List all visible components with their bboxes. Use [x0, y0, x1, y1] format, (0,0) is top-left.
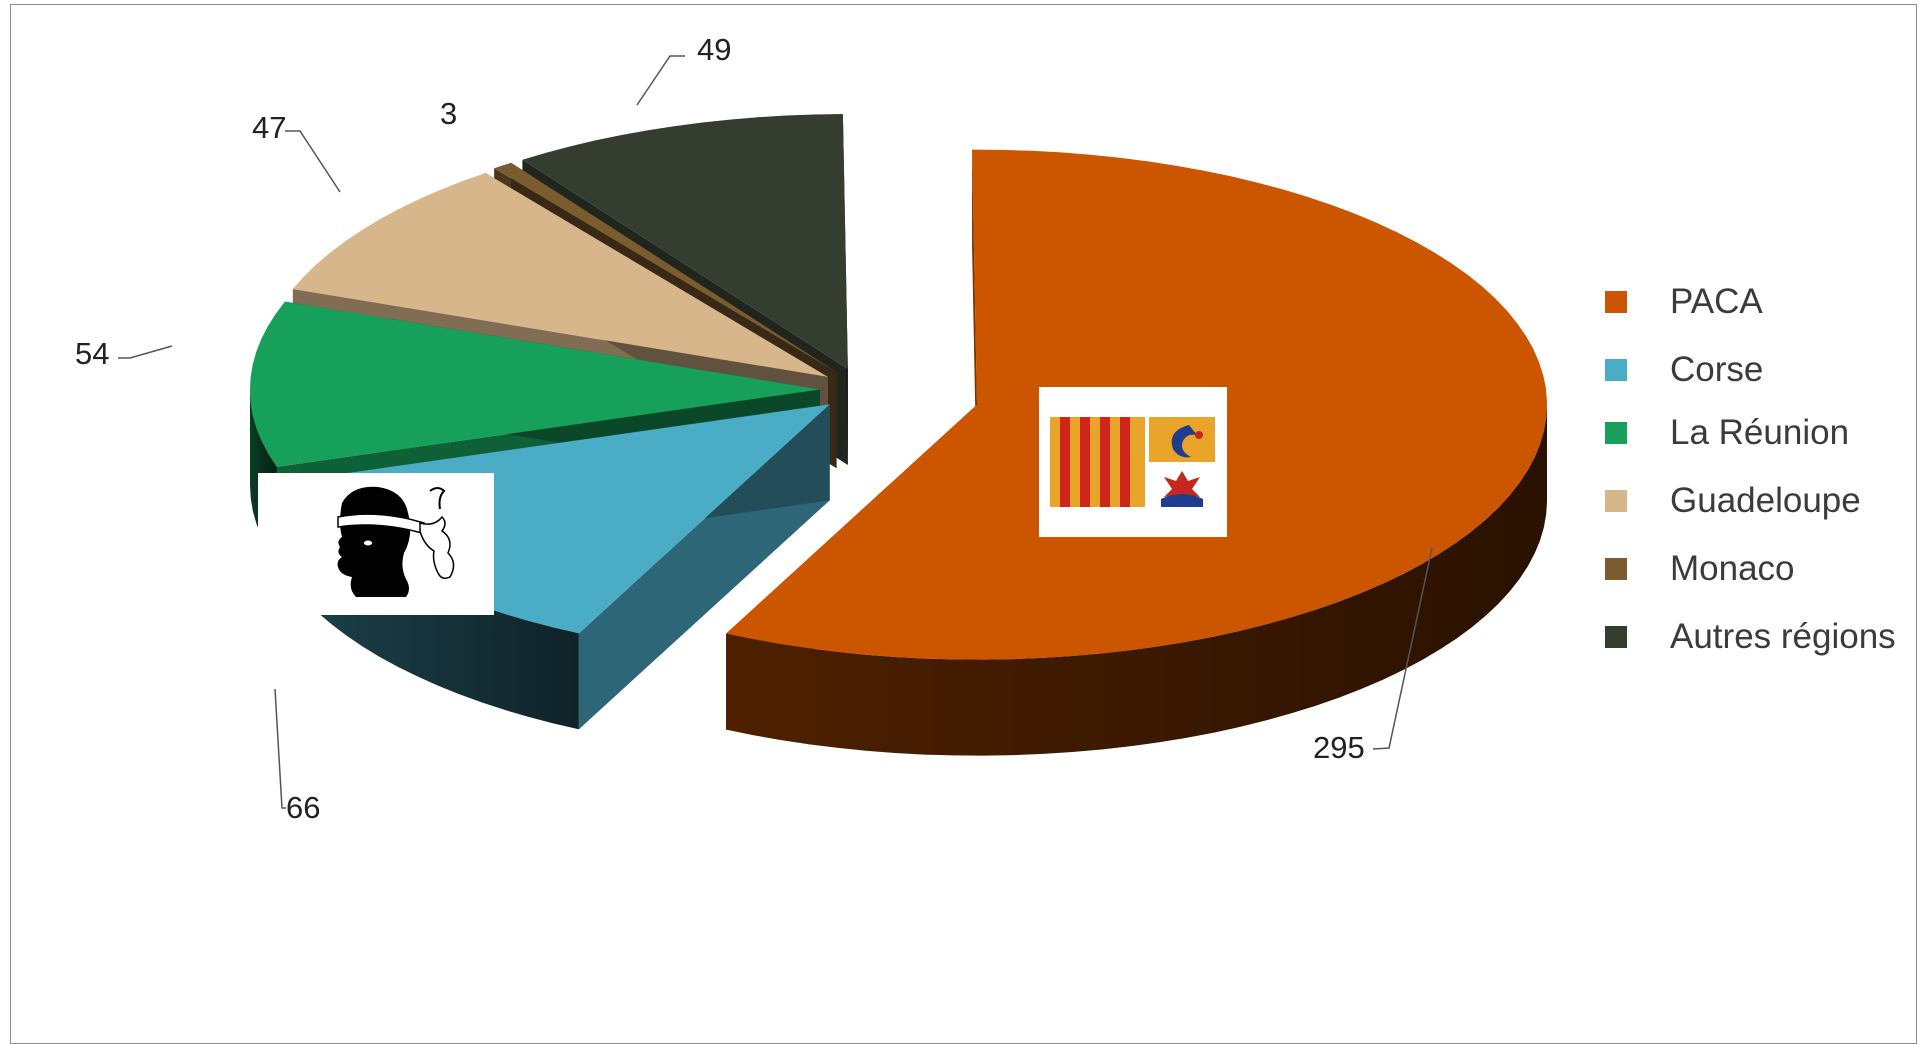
data-label-la-reunion: 54: [75, 336, 109, 371]
legend-swatch-la-reunion: [1605, 422, 1627, 444]
legend-swatch-autres-regions: [1605, 626, 1627, 648]
legend-item-monaco: Monaco: [1605, 549, 1795, 589]
leader-line-paca: [1372, 547, 1433, 750]
legend-label: PACA: [1670, 282, 1763, 321]
legend-label: Guadeloupe: [1670, 481, 1861, 520]
data-label-corse: 66: [286, 790, 320, 825]
leader-lines: [118, 55, 1433, 809]
slices-layer: [250, 114, 1547, 756]
data-label-guadeloupe: 47: [252, 110, 286, 145]
legend-item-autres-regions: Autres régions: [1605, 617, 1896, 657]
leader-line-la-reunion: [118, 345, 173, 359]
legend-swatch-paca: [1605, 291, 1627, 313]
legend-item-corse: Corse: [1605, 350, 1763, 390]
legend-label: Autres régions: [1670, 617, 1896, 656]
data-label-paca: 295: [1313, 730, 1365, 765]
data-label-autres-regions: 49: [697, 32, 731, 67]
leader-line-autres-regions: [636, 55, 685, 106]
legend-label: Corse: [1670, 350, 1764, 389]
legend-swatch-monaco: [1605, 558, 1627, 580]
legend-label: Monaco: [1670, 549, 1795, 588]
slice-top: [494, 162, 837, 373]
slice-top: [522, 114, 848, 370]
legend-item-guadeloupe: Guadeloupe: [1605, 481, 1861, 521]
data-label-monaco: 3: [440, 96, 457, 131]
leader-line-guadeloupe: [285, 130, 341, 193]
legend-swatch-guadeloupe: [1605, 490, 1627, 512]
data-labels: 295 66 54 47 3 49: [75, 32, 1365, 825]
corsica-moor-head-flag-icon: [258, 473, 494, 615]
leader-line-corse: [274, 688, 286, 809]
slice-top: [292, 173, 828, 377]
legend-label: La Réunion: [1670, 413, 1850, 452]
paca-flag-icon: [1039, 387, 1227, 537]
legend-item-paca: PACA: [1605, 282, 1763, 322]
slice-top: [250, 301, 821, 467]
slice-rim: [726, 404, 1547, 756]
legend-swatch-corse: [1605, 359, 1627, 381]
legend-item-la-reunion: La Réunion: [1605, 413, 1849, 453]
